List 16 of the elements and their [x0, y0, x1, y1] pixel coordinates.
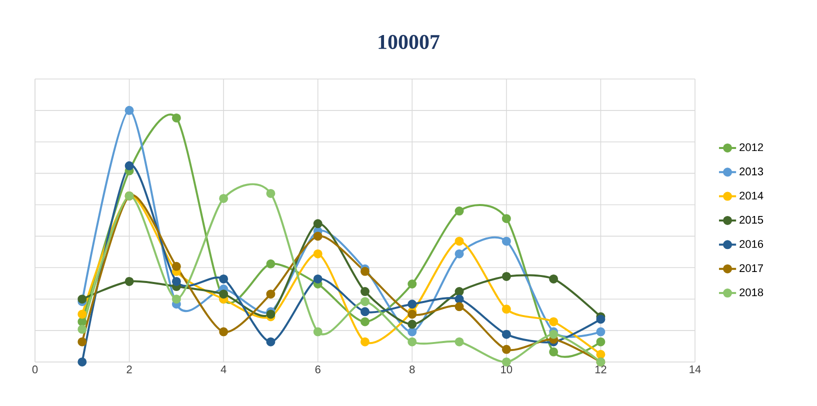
legend-label: 2015	[740, 216, 764, 224]
x-tick-label: 14	[690, 366, 701, 374]
x-tick-label: 8	[410, 366, 415, 374]
x-tick-label: 4	[220, 366, 226, 374]
x-tick-label: 12	[595, 366, 606, 374]
legend-label: 2014	[740, 192, 764, 200]
legend-label: 2018	[740, 288, 764, 296]
chart-title: 100007	[378, 34, 440, 50]
x-tick-label: 2	[126, 366, 132, 374]
x-tick-label: 0	[32, 366, 38, 374]
legend-label: 2013	[740, 168, 764, 176]
legend-label: 2017	[740, 264, 763, 272]
legend-label: 2016	[740, 240, 764, 248]
legend-label: 2012	[740, 143, 763, 152]
x-tick-label: 6	[315, 366, 320, 374]
x-tick-label: 10	[501, 366, 512, 374]
